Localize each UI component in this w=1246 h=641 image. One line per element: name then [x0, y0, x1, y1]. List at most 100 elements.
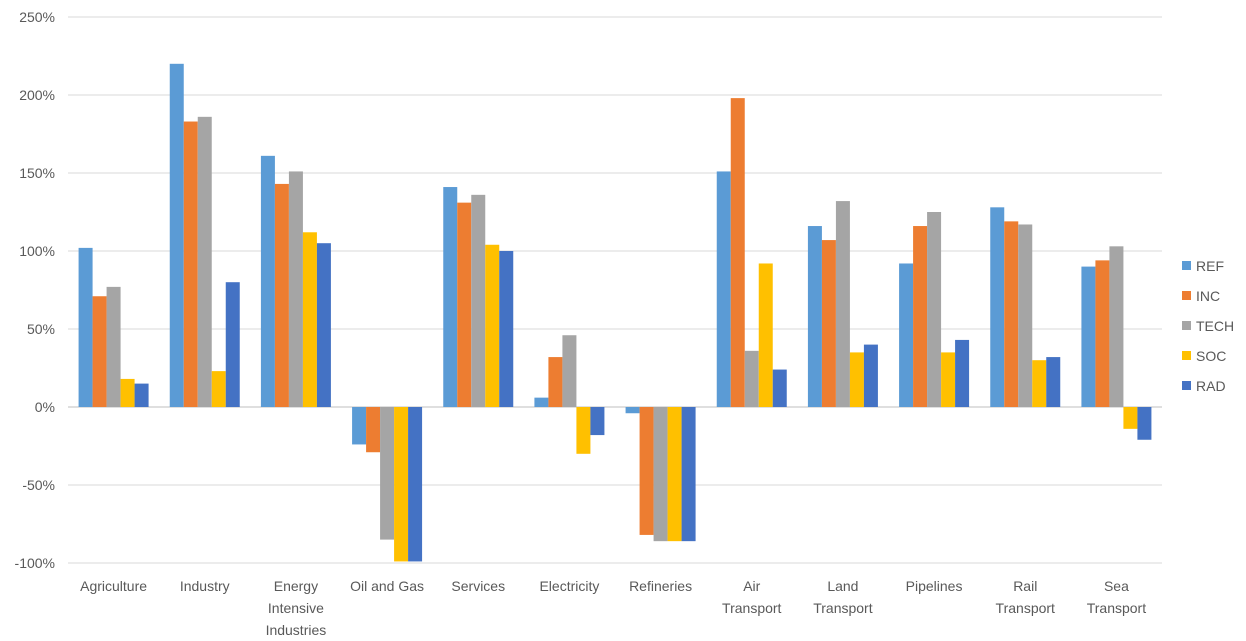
- bar-soc: [849, 352, 864, 407]
- bar-soc: [302, 232, 317, 407]
- bar-soc: [941, 352, 956, 407]
- y-tick-label: -100%: [15, 555, 55, 571]
- legend-label: TECH: [1196, 318, 1234, 334]
- legend-swatch: [1182, 261, 1191, 270]
- bar-tech: [288, 171, 303, 407]
- bar-tech: [927, 212, 942, 407]
- x-category-label: Rail Transport: [996, 578, 1056, 616]
- bar-inc: [730, 98, 745, 408]
- bar-ref: [169, 63, 184, 408]
- legend: REF INC TECH SOC RAD: [1182, 258, 1234, 394]
- bar-rad: [499, 251, 514, 407]
- y-tick-label: 150%: [19, 165, 55, 181]
- bar-soc: [576, 407, 591, 454]
- bar-soc: [667, 407, 682, 542]
- bar-tech: [1109, 246, 1124, 407]
- bar-inc: [639, 407, 654, 535]
- bar-ref: [1081, 266, 1096, 407]
- legend-item-soc: SOC: [1182, 348, 1226, 364]
- y-tick-label: 250%: [19, 9, 55, 25]
- bar-rad: [225, 282, 240, 407]
- legend-label: REF: [1196, 258, 1224, 274]
- y-axis-tick-labels: 250% 200% 150% 100% 50% 0% -50% -100%: [15, 9, 55, 571]
- bar-inc: [274, 183, 289, 407]
- legend-swatch: [1182, 351, 1191, 360]
- bar-tech: [197, 116, 212, 407]
- bar-soc: [394, 407, 409, 562]
- x-category-label: Air Transport: [722, 578, 782, 616]
- bar-soc: [1032, 360, 1047, 407]
- x-category-label: Energy Intensive Industries: [266, 578, 327, 638]
- bar-series: [78, 63, 1152, 562]
- bar-inc: [1095, 260, 1110, 407]
- bar-tech: [471, 194, 486, 407]
- gridlines: [68, 16, 1162, 564]
- bar-rad: [681, 407, 696, 542]
- bar-inc: [183, 121, 198, 408]
- x-category-label: Electricity: [539, 578, 599, 594]
- x-category-label: Pipelines: [906, 578, 963, 594]
- bar-soc: [211, 371, 226, 407]
- bar-ref: [899, 263, 914, 407]
- bar-inc: [457, 202, 472, 407]
- bar-inc: [913, 226, 928, 407]
- bar-soc: [120, 378, 135, 407]
- bar-ref: [78, 247, 93, 407]
- bar-tech: [1018, 224, 1033, 407]
- legend-swatch: [1182, 321, 1191, 330]
- bar-ref: [807, 226, 822, 407]
- bar-rad: [955, 339, 970, 407]
- legend-label: RAD: [1196, 378, 1226, 394]
- bar-ref: [260, 155, 275, 407]
- legend-item-rad: RAD: [1182, 378, 1226, 394]
- bar-tech: [835, 201, 850, 407]
- bar-ref: [352, 407, 367, 445]
- bar-soc: [485, 244, 500, 407]
- bar-inc: [548, 357, 563, 407]
- bar-rad: [134, 383, 149, 407]
- bar-ref: [716, 171, 731, 407]
- x-category-label: Agriculture: [80, 578, 147, 594]
- bar-rad: [1046, 357, 1061, 407]
- bar-ref: [534, 397, 549, 407]
- y-tick-label: 0%: [35, 399, 55, 415]
- bar-rad: [863, 344, 878, 407]
- bar-inc: [92, 296, 107, 407]
- bar-tech: [562, 335, 577, 407]
- y-tick-label: 50%: [27, 321, 55, 337]
- x-category-label: Refineries: [629, 578, 692, 594]
- bar-soc: [758, 263, 773, 407]
- legend-swatch: [1182, 291, 1191, 300]
- legend-swatch: [1182, 381, 1191, 390]
- bar-soc: [1123, 407, 1138, 429]
- bar-ref: [990, 207, 1005, 407]
- x-category-label: Land Transport: [813, 578, 873, 616]
- bar-rad: [316, 243, 331, 407]
- x-category-label: Services: [451, 578, 505, 594]
- bar-inc: [821, 240, 836, 407]
- x-category-label: Industry: [180, 578, 230, 594]
- legend-item-tech: TECH: [1182, 318, 1234, 334]
- legend-item-ref: REF: [1182, 258, 1224, 274]
- bar-rad: [1137, 407, 1152, 440]
- bar-tech: [106, 286, 121, 407]
- legend-item-inc: INC: [1182, 288, 1220, 304]
- x-category-label: Oil and Gas: [350, 578, 424, 594]
- bar-tech: [380, 407, 395, 540]
- y-tick-label: 100%: [19, 243, 55, 259]
- bar-ref: [625, 407, 640, 414]
- bar-rad: [408, 407, 423, 562]
- legend-label: INC: [1196, 288, 1220, 304]
- bar-rad: [590, 407, 605, 436]
- x-axis-category-labels: Agriculture Industry Energy Intensive Indust…: [80, 578, 1146, 638]
- bar-ref: [443, 187, 458, 407]
- legend-label: SOC: [1196, 348, 1226, 364]
- bar-inc: [1004, 221, 1019, 407]
- bar-tech: [744, 350, 759, 407]
- y-tick-label: -50%: [22, 477, 55, 493]
- bar-tech: [653, 407, 668, 542]
- x-category-label: Sea Transport: [1087, 578, 1147, 616]
- bar-inc: [366, 407, 381, 453]
- bar-rad: [772, 369, 787, 407]
